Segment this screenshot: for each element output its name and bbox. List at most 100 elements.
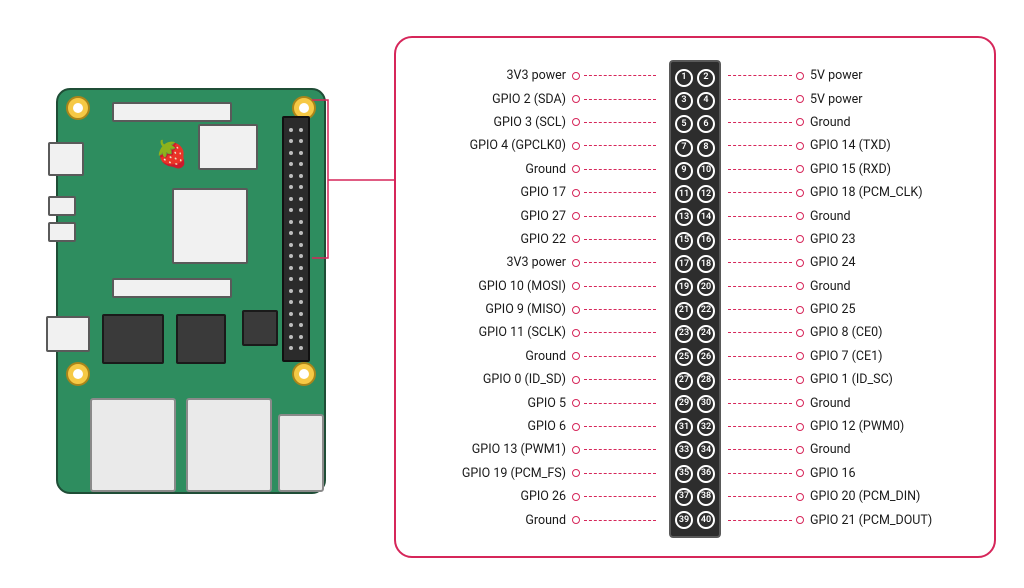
pin-number: 11: [675, 185, 693, 203]
pin-label: GPIO 20 (PCM_DIN): [718, 485, 994, 508]
pin-wire-icon: [728, 75, 792, 76]
pin-dot-icon: [572, 376, 580, 384]
pin-number: 16: [697, 232, 715, 250]
pin-dot-icon: [796, 72, 804, 80]
pin-label-text: Ground: [810, 209, 851, 224]
pin-wire-icon: [728, 309, 792, 310]
pin-label: Ground: [396, 508, 666, 531]
pin-number: 3: [675, 92, 693, 110]
pin-row: 3536: [671, 462, 719, 485]
pin-label-text: GPIO 4 (GPCLK0): [470, 138, 566, 153]
pinout-panel: 3V3 powerGPIO 2 (SDA)GPIO 3 (SCL)GPIO 4 …: [394, 36, 996, 558]
pin-dot-icon: [572, 493, 580, 501]
pin-number: 17: [675, 255, 693, 273]
pin-number: 27: [675, 372, 693, 390]
pin-dot-icon: [572, 399, 580, 407]
pin-number: 12: [697, 185, 715, 203]
pin-label-text: Ground: [810, 442, 851, 457]
pin-number: 14: [697, 208, 715, 226]
pin-dot-icon: [796, 282, 804, 290]
pin-wire-icon: [584, 145, 656, 146]
pin-wire-icon: [584, 496, 656, 497]
pin-label-text: GPIO 21 (PCM_DOUT): [810, 513, 932, 528]
pin-label: GPIO 19 (PCM_FS): [396, 462, 666, 485]
pin-wire-icon: [728, 262, 792, 263]
pin-row: 1920: [671, 276, 719, 299]
board-component: [242, 310, 278, 346]
pin-label-text: GPIO 10 (MOSI): [478, 279, 566, 294]
pin-number: 32: [697, 418, 715, 436]
pin-wire-icon: [584, 356, 656, 357]
pin-number: 21: [675, 302, 693, 320]
pin-wire-icon: [728, 122, 792, 123]
pin-wire-icon: [728, 496, 792, 497]
pin-label-text: GPIO 17: [520, 185, 566, 200]
pin-wire-icon: [728, 332, 792, 333]
pin-wire-icon: [728, 473, 792, 474]
pin-label-text: Ground: [810, 115, 851, 130]
pin-row: 1718: [671, 252, 719, 275]
pin-label-text: GPIO 8 (CE0): [810, 325, 883, 340]
pin-number: 23: [675, 325, 693, 343]
pin-label: GPIO 9 (MISO): [396, 298, 666, 321]
pin-dot-icon: [796, 446, 804, 454]
pin-dot-icon: [796, 142, 804, 150]
pin-number: 5: [675, 115, 693, 133]
pin-wire-icon: [728, 520, 792, 521]
pin-label-text: GPIO 25: [810, 302, 856, 317]
pin-number: 29: [675, 395, 693, 413]
pin-row: 3334: [671, 439, 719, 462]
pin-number: 18: [697, 255, 715, 273]
pin-wire-icon: [584, 239, 656, 240]
pin-number: 31: [675, 418, 693, 436]
pi-logo-icon: 🍓: [152, 136, 192, 176]
pin-number: 22: [697, 302, 715, 320]
pin-label: Ground: [718, 391, 994, 414]
pin-label: 3V3 power: [396, 64, 666, 87]
pin-label-text: GPIO 13 (PWM1): [472, 442, 566, 457]
pin-label: Ground: [718, 111, 994, 134]
pin-dot-icon: [572, 142, 580, 150]
pin-number: 35: [675, 465, 693, 483]
pin-label: GPIO 0 (ID_SD): [396, 368, 666, 391]
pin-row: 34: [671, 89, 719, 112]
pin-label-text: GPIO 24: [810, 255, 856, 270]
pin-number: 38: [697, 488, 715, 506]
pin-label-text: GPIO 27: [520, 209, 566, 224]
pin-number: 2: [697, 69, 715, 87]
pin-label: GPIO 27: [396, 204, 666, 227]
pin-label: 5V power: [718, 64, 994, 87]
pin-row: 1516: [671, 229, 719, 252]
pin-wire-icon: [584, 332, 656, 333]
pin-dot-icon: [796, 493, 804, 501]
pin-wire-icon: [584, 216, 656, 217]
pin-wire-icon: [728, 239, 792, 240]
pin-wire-icon: [728, 356, 792, 357]
pin-wire-icon: [728, 169, 792, 170]
pin-wire-icon: [584, 286, 656, 287]
pin-label: 3V3 power: [396, 251, 666, 274]
pin-dot-icon: [572, 235, 580, 243]
pin-wire-icon: [584, 99, 656, 100]
pin-label: GPIO 18 (PCM_CLK): [718, 181, 994, 204]
pin-number: 34: [697, 441, 715, 459]
pin-labels-left: 3V3 powerGPIO 2 (SDA)GPIO 3 (SCL)GPIO 4 …: [396, 64, 666, 536]
pin-wire-icon: [584, 449, 656, 450]
pin-number: 33: [675, 441, 693, 459]
pin-label: GPIO 12 (PWM0): [718, 415, 994, 438]
pin-label: Ground: [718, 204, 994, 227]
pin-row: 3940: [671, 509, 719, 532]
pin-number: 39: [675, 511, 693, 529]
gpio-header-column: 1234567891011121314151617181920212223242…: [669, 60, 721, 538]
pin-label-text: GPIO 9 (MISO): [485, 302, 566, 317]
pin-label-text: GPIO 22: [520, 232, 566, 247]
pin-dot-icon: [572, 189, 580, 197]
pin-dot-icon: [796, 118, 804, 126]
raspberry-pi-board: 🍓: [56, 88, 326, 494]
board-component: [48, 142, 84, 176]
board-component: [176, 314, 226, 364]
pin-label: GPIO 8 (CE0): [718, 321, 994, 344]
pin-label: GPIO 21 (PCM_DOUT): [718, 508, 994, 531]
pin-row: 2122: [671, 299, 719, 322]
pin-label: Ground: [396, 345, 666, 368]
